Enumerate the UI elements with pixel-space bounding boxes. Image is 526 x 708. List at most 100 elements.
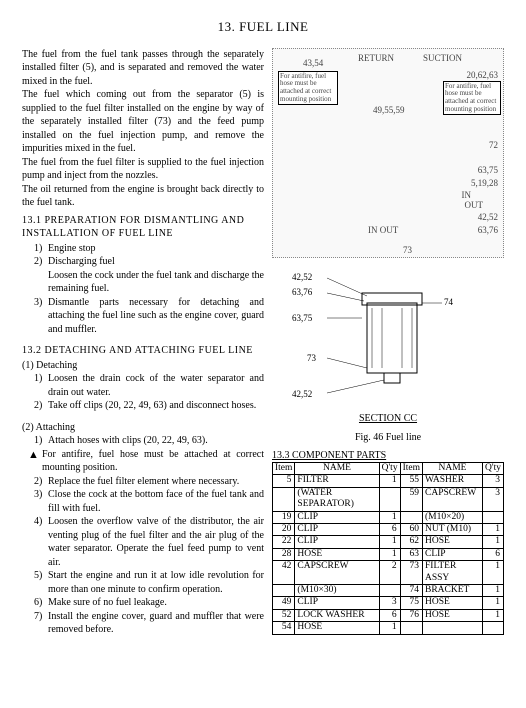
sec131-heading: 13.1 PREPARATION FOR DISMANTLING AND INS…: [22, 214, 264, 241]
table-cell: 28: [273, 548, 295, 560]
callout-4354: 43,54: [303, 57, 323, 69]
item-num: 1): [34, 372, 48, 399]
table-row: 49CLIP375HOSE1: [273, 597, 504, 609]
antifire-box-2: For antifire, fuel hose must be attached…: [443, 81, 501, 116]
table-row: 54HOSE1: [273, 622, 504, 634]
callout-73b: 73: [307, 352, 316, 364]
table-header: Q'ty: [483, 463, 504, 475]
table-cell: (WATER SEPARATOR): [295, 487, 379, 511]
callout-6376a: 63,76: [292, 286, 312, 298]
table-cell: 60: [400, 524, 422, 536]
sec133-heading: 13.3 COMPONENT PARTS: [272, 449, 504, 463]
table-header: NAME: [423, 463, 483, 475]
callout-4252b: 42,52: [292, 388, 312, 400]
table-row: (M10×30)74BRACKET1: [273, 584, 504, 596]
table-cell: 75: [400, 597, 422, 609]
table-cell: 49: [273, 597, 295, 609]
table-cell: 1: [379, 548, 400, 560]
table-cell: 22: [273, 536, 295, 548]
table-cell: HOSE: [423, 536, 483, 548]
callout-495559: 49,55,59: [373, 104, 405, 116]
table-cell: 3: [483, 487, 504, 511]
table-cell: (M10×30): [295, 584, 379, 596]
table-cell: 1: [379, 511, 400, 523]
table-row: 22CLIP162HOSE1: [273, 536, 504, 548]
callout-4252a: 42,52: [292, 271, 312, 283]
table-header: Item: [273, 463, 295, 475]
table-cell: HOSE: [423, 609, 483, 621]
table-cell: HOSE: [295, 622, 379, 634]
table-cell: 6: [379, 524, 400, 536]
table-cell: FILTER ASSY: [423, 561, 483, 585]
section-cc-label: SECTION CC: [272, 412, 504, 426]
right-column: 43,54 RETURN SUCTION For antifire, fuel …: [272, 48, 504, 637]
table-header: Item: [400, 463, 422, 475]
table-cell: 1: [483, 524, 504, 536]
table-cell: 1: [483, 584, 504, 596]
table-header: NAME: [295, 463, 379, 475]
table-cell: 74: [400, 584, 422, 596]
item-text: Discharging fuel: [48, 255, 264, 269]
item-text: Take off clips (20, 22, 49, 63) and disc…: [48, 399, 264, 413]
item-text: Close the cock at the bottom face of the…: [48, 488, 264, 515]
table-cell: [483, 511, 504, 523]
sec132-heading: 13.2 DETACHING AND ATTACHING FUEL LINE: [22, 344, 264, 358]
table-cell: 1: [483, 561, 504, 585]
intro-p4: The oil returned from the engine is brou…: [22, 183, 264, 210]
item-num: 2): [34, 255, 48, 269]
table-cell: HOSE: [423, 597, 483, 609]
table-row: 5FILTER155WASHER3: [273, 475, 504, 487]
table-cell: 42: [273, 561, 295, 585]
callout-51928: 5,19,28: [471, 177, 498, 189]
component-parts-table: ItemNAMEQ'tyItemNAMEQ'ty 5FILTER155WASHE…: [272, 462, 504, 634]
table-cell: 6: [379, 609, 400, 621]
table-cell: 2: [379, 561, 400, 585]
page-title: 13. FUEL LINE: [22, 18, 504, 36]
table-cell: 73: [400, 561, 422, 585]
table-cell: 62: [400, 536, 422, 548]
warning-text: For antifire, fuel hose must be attached…: [42, 448, 264, 475]
table-cell: WASHER: [423, 475, 483, 487]
item-num: 1): [34, 242, 48, 256]
table-cell: [379, 584, 400, 596]
callout-out: OUT: [465, 199, 484, 211]
callout-inout: IN OUT: [368, 224, 398, 236]
item-text: Attach hoses with clips (20, 22, 49, 63)…: [48, 434, 264, 448]
table-cell: CLIP: [295, 511, 379, 523]
table-cell: 3: [379, 597, 400, 609]
table-cell: [379, 487, 400, 511]
detaching-heading: (1) Detaching: [22, 359, 264, 373]
table-cell: [273, 487, 295, 511]
table-cell: 1: [483, 536, 504, 548]
table-cell: 59: [400, 487, 422, 511]
table-cell: [400, 511, 422, 523]
item-num: 4): [34, 515, 48, 569]
callout-72: 72: [489, 139, 498, 151]
table-cell: 3: [483, 475, 504, 487]
table-cell: FILTER: [295, 475, 379, 487]
item-num: 2): [34, 475, 48, 489]
item-num: 1): [34, 434, 48, 448]
table-cell: NUT (M10): [423, 524, 483, 536]
table-row: 19CLIP1(M10×20): [273, 511, 504, 523]
callout-6375: 63,75: [292, 312, 312, 324]
item-text: Loosen the drain cock of the water separ…: [48, 372, 264, 399]
table-cell: LOCK WASHER: [295, 609, 379, 621]
table-row: (WATER SEPARATOR)59CAPSCREW3: [273, 487, 504, 511]
intro-p2: The fuel which coming out from the separ…: [22, 88, 264, 156]
table-cell: 1: [483, 609, 504, 621]
warning-icon: ▲: [28, 448, 39, 463]
table-row: 28HOSE163CLIP6: [273, 548, 504, 560]
table-cell: 19: [273, 511, 295, 523]
callout-suction: SUCTION: [423, 52, 462, 64]
table-cell: 1: [379, 536, 400, 548]
item-text: Dismantle parts necessary for detaching …: [48, 296, 264, 337]
callout-6376: 63,76: [478, 224, 498, 236]
table-row: 42CAPSCREW273FILTER ASSY1: [273, 561, 504, 585]
item-text: Make sure of no fuel leakage.: [48, 596, 264, 610]
table-cell: [273, 584, 295, 596]
table-cell: 76: [400, 609, 422, 621]
table-cell: 52: [273, 609, 295, 621]
table-cell: 5: [273, 475, 295, 487]
section-cc-diagram: 42,52 63,76 63,75 74 73 42,52: [272, 268, 504, 408]
